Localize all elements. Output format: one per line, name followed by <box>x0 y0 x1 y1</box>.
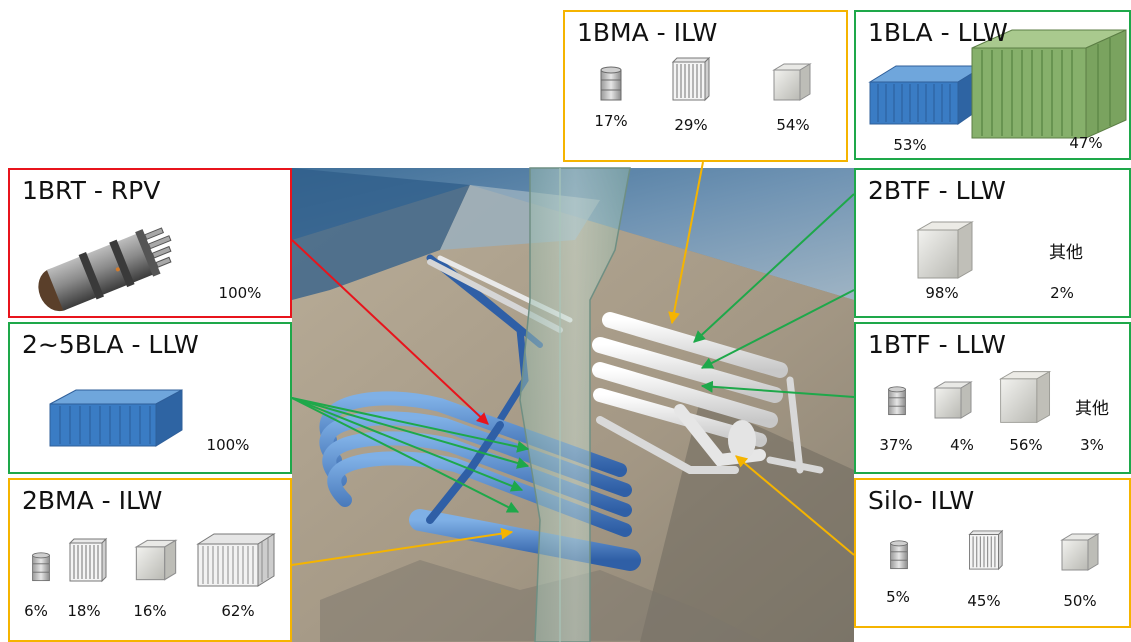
percent-label: 100% <box>218 284 262 302</box>
arrow-silo <box>735 455 855 556</box>
vault-1brt-box: 1BRT - RPV 100% <box>8 168 292 318</box>
green-container-icon <box>971 29 1127 139</box>
percent-label: 100% <box>206 436 250 454</box>
percent-label: 2% <box>1050 284 1074 302</box>
concrete-tank-icon <box>998 370 1052 424</box>
percent-label: 17% <box>594 112 628 130</box>
arrow-bla-4 <box>291 397 520 513</box>
vault-2-5bla-title: 2~5BLA - LLW <box>22 330 199 359</box>
arrow-bla-3 <box>291 397 524 492</box>
vault-2btf-title: 2BTF - LLW <box>868 176 1006 205</box>
white-tunnels <box>427 255 824 474</box>
arrow-bla-1 <box>291 397 530 453</box>
reactor-vessel-icon <box>38 227 172 312</box>
percent-label: 54% <box>776 116 810 134</box>
large-ribbed-container-icon <box>196 533 276 587</box>
percent-label: 16% <box>133 602 167 620</box>
arrow-2btf <box>700 289 855 369</box>
arrow-1brt <box>291 239 489 425</box>
silo-box: Silo- ILW 5% 45% 50% <box>854 478 1131 628</box>
arrow-1btf <box>700 380 855 398</box>
percent-label: 50% <box>1063 592 1097 610</box>
other-label: 其他 <box>1049 243 1083 263</box>
access-shaft <box>519 167 631 642</box>
vault-1bma-box: 1BMA - ILW 17% 29% 54% <box>563 10 848 162</box>
vault-1btf-title: 1BTF - LLW <box>868 330 1006 359</box>
percent-label: 98% <box>925 284 959 302</box>
vault-2bma-box: 2BMA - ILW 6% 18% 16% 62% <box>8 478 292 642</box>
vault-2-5bla-box: 2~5BLA - LLW 100% <box>8 322 292 474</box>
vault-1bla-box: 1BLA - LLW 53% 47% <box>854 10 1131 160</box>
arrows <box>291 161 855 566</box>
percent-label: 47% <box>1069 134 1103 152</box>
concrete-box-icon <box>134 539 178 581</box>
percent-label: 6% <box>24 602 48 620</box>
percent-label: 29% <box>674 116 708 134</box>
arrow-1bma <box>668 161 704 325</box>
ribbed-crate-icon <box>68 537 108 583</box>
percent-label: 4% <box>950 436 974 454</box>
other-label: 其他 <box>1075 399 1109 419</box>
percent-label: 45% <box>967 592 1001 610</box>
vault-1bla-title: 1BLA - LLW <box>868 18 1008 47</box>
percent-label: 18% <box>67 602 101 620</box>
percent-label: 37% <box>879 436 913 454</box>
vault-1btf-box: 1BTF - LLW 其他 37% 4% 56% 3% <box>854 322 1131 474</box>
blue-tunnels <box>319 254 641 571</box>
percent-label: 53% <box>893 136 927 154</box>
concrete-box-icon <box>1060 533 1100 571</box>
percent-label: 5% <box>886 588 910 606</box>
percent-label: 62% <box>221 602 255 620</box>
percent-label: 3% <box>1080 436 1104 454</box>
vault-2btf-box: 2BTF - LLW 其他 98% 2% <box>854 168 1131 318</box>
arrow-1bla <box>693 193 855 343</box>
drum-icon <box>888 386 906 416</box>
percent-label: 56% <box>1009 436 1043 454</box>
vault-1brt-title: 1BRT - RPV <box>22 176 161 205</box>
concrete-box-icon <box>772 63 812 101</box>
vault-1bma-title: 1BMA - ILW <box>577 18 718 47</box>
ribbed-crate-icon <box>968 529 1004 571</box>
blue-container-icon <box>49 389 183 447</box>
concrete-tank-icon <box>916 221 974 279</box>
drum-icon <box>600 66 622 101</box>
drum-icon <box>32 552 50 582</box>
arrow-2bma <box>291 527 514 566</box>
ribbed-crate-icon <box>671 56 711 102</box>
silo-title: Silo- ILW <box>868 486 975 515</box>
arrow-bla-2 <box>291 397 530 469</box>
concrete-box-icon <box>933 381 973 419</box>
drum-icon <box>890 540 908 570</box>
vault-2bma-title: 2BMA - ILW <box>22 486 163 515</box>
